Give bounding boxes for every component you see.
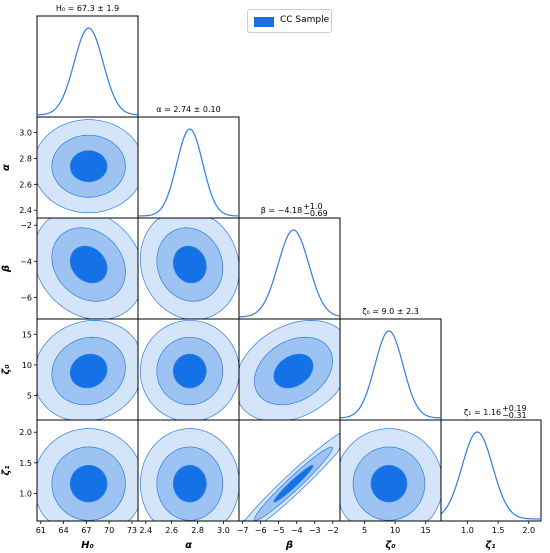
contour-H0-alpha: [36, 116, 139, 219]
x-tick-label: 73: [127, 526, 137, 535]
x-tick-label: 1.0: [461, 526, 474, 535]
marginal-zeta0: ζ₀ = 9.0 ± 2.3: [339, 307, 442, 421]
x-tick-label: −5: [273, 526, 285, 535]
x-tick-label: 2.4: [139, 526, 152, 535]
contour-1sigma: [69, 353, 108, 389]
contour-1sigma: [172, 353, 207, 389]
x-tick-label: 67: [81, 526, 91, 535]
x-tick-label: 64: [58, 526, 68, 535]
y-tick-label: −4: [20, 257, 32, 266]
title-sub: −0.31: [502, 411, 527, 420]
x-axis-label-alpha: α: [185, 540, 192, 551]
y-tick-label: 1.0: [19, 489, 32, 498]
legend-swatch: [254, 17, 274, 27]
marginal-title-H0: H₀ = 67.3 ± 1.9: [56, 4, 119, 13]
marginal-curve: [339, 330, 442, 419]
y-tick-label: 1.5: [19, 459, 32, 468]
x-tick-label: 3.0: [217, 526, 230, 535]
x-tick-label: −6: [255, 526, 267, 535]
marginal-title-alpha: α = 2.74 ± 0.10: [156, 105, 220, 114]
x-tick-label: −4: [291, 526, 303, 535]
y-tick-label: −6: [20, 293, 32, 302]
marginal-alpha: α = 2.74 ± 0.10: [137, 105, 240, 219]
x-tick-label: −2: [327, 526, 339, 535]
contour-1sigma: [273, 353, 314, 389]
y-axis-label-zeta0: ζ₀: [1, 364, 12, 375]
contour-1sigma: [273, 464, 314, 503]
x-tick-label: −7: [237, 526, 249, 535]
contour-1sigma: [69, 464, 108, 503]
contour-1sigma: [69, 245, 108, 284]
contour-H0-beta: [36, 217, 139, 320]
contour-beta-zeta0: [238, 318, 341, 421]
y-tick-label: 10: [22, 361, 32, 370]
y-tick-label: 3.0: [19, 129, 32, 138]
panel-background: [239, 420, 340, 521]
x-axis-label-zeta1: ζ₁: [485, 540, 495, 551]
panel-frame: [36, 15, 139, 118]
marginal-curve: [137, 128, 240, 217]
contour-1sigma: [172, 245, 207, 284]
y-tick-label: 2.0: [19, 428, 32, 437]
contour-zeta0-zeta1: [339, 419, 442, 522]
marginal-curve: [439, 431, 541, 520]
x-tick-label: 15: [421, 526, 431, 535]
x-tick-label: 70: [104, 526, 114, 535]
x-tick-label: 1.5: [492, 526, 505, 535]
panel-frame: [439, 419, 542, 522]
y-axis-label-zeta1: ζ₁: [1, 465, 12, 475]
marginal-beta: β = −4.18 +1.0−0.69: [238, 202, 341, 320]
contour-1sigma: [69, 150, 108, 183]
x-tick-label: 2.8: [191, 526, 204, 535]
x-tick-label: 10: [390, 526, 400, 535]
x-tick-label: −3: [309, 526, 321, 535]
legend: CC Sample: [247, 9, 332, 33]
panel-frame: [339, 318, 442, 421]
marginal-title-beta: β = −4.18: [261, 206, 302, 215]
contour-beta-zeta1: [238, 419, 341, 522]
y-tick-label: 2.4: [19, 206, 32, 215]
x-tick-label: 2.0: [522, 526, 535, 535]
contour-1sigma: [370, 464, 408, 503]
x-axis-label-beta: β: [285, 540, 293, 551]
marginal-curve: [36, 27, 139, 116]
marginal-H0: H₀ = 67.3 ± 1.9: [36, 4, 139, 118]
x-axis-label-H0: H₀: [81, 540, 94, 551]
x-tick-label: 5: [362, 526, 367, 535]
title-sup: +0.19: [502, 404, 527, 413]
legend-label: CC Sample: [280, 15, 330, 25]
panel-frame: [339, 419, 442, 522]
contour-H0-zeta1: [36, 419, 139, 522]
title-sub: −0.69: [303, 209, 328, 218]
marginal-zeta1: ζ₁ = 1.16 +0.19−0.31: [439, 404, 542, 522]
title-sup: +1.0: [303, 202, 322, 211]
marginal-title-zeta0: ζ₀ = 9.0 ± 2.3: [362, 307, 419, 316]
y-tick-label: 5: [27, 392, 32, 401]
x-axis-label-zeta0: ζ₀: [385, 540, 396, 551]
y-axis-label-beta: β: [1, 265, 12, 273]
contour-H0-zeta0: [36, 318, 139, 421]
x-tick-label: 2.6: [165, 526, 178, 535]
x-tick-label: 61: [36, 526, 46, 535]
y-axis-label-alpha: α: [1, 164, 12, 171]
marginal-curve: [238, 229, 341, 318]
contour-alpha-beta: [137, 217, 240, 320]
contour-1sigma: [172, 464, 207, 503]
y-tick-label: 15: [22, 330, 32, 339]
panel-frame: [137, 116, 240, 219]
y-tick-label: 2.6: [19, 180, 32, 189]
y-tick-label: 2.8: [19, 154, 32, 163]
marginal-title-zeta1: ζ₁ = 1.16: [464, 408, 501, 417]
contour-alpha-zeta0: [137, 318, 240, 421]
y-tick-label: −2: [20, 221, 32, 230]
contour-alpha-zeta1: [137, 419, 240, 522]
